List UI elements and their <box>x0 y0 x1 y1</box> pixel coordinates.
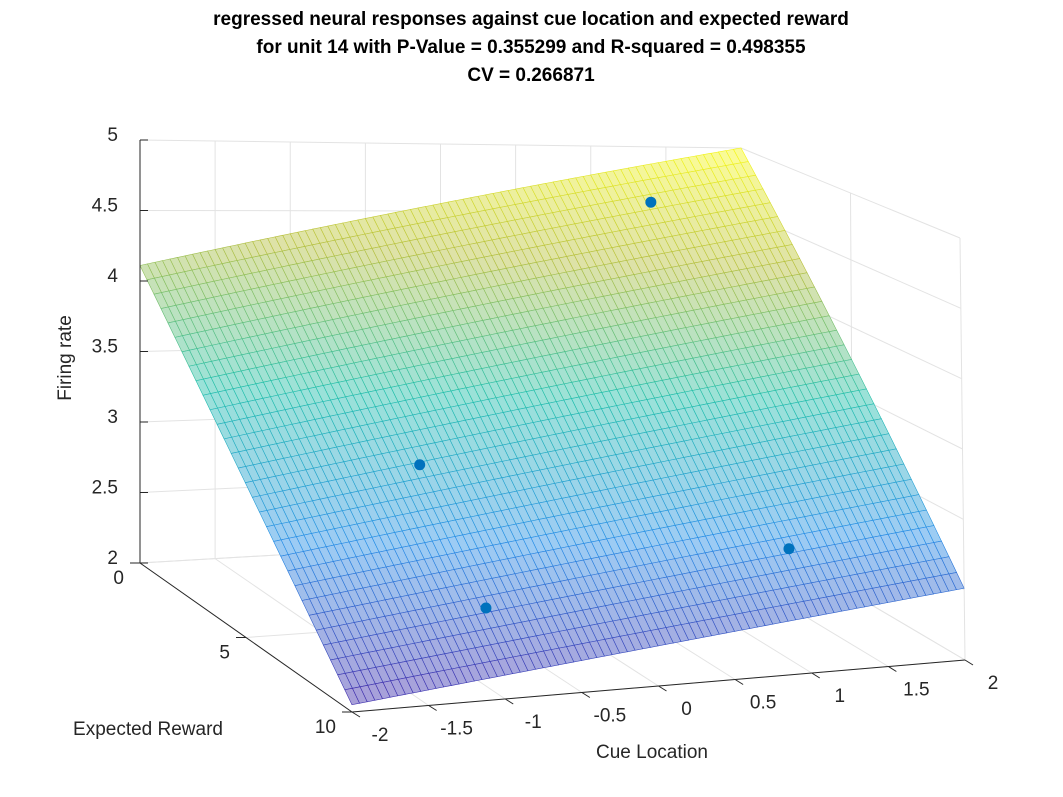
points-layer <box>414 196 795 614</box>
z-tick-label: 3 <box>107 407 118 428</box>
grid-line <box>740 147 961 239</box>
x-tick-label: 1.5 <box>903 680 929 701</box>
x-tick-label: 0.5 <box>750 693 776 714</box>
y-tick-label: 5 <box>219 643 230 664</box>
x-tick-mark <box>428 705 437 711</box>
x-tick-mark <box>964 659 974 666</box>
data-point <box>414 459 426 471</box>
z-tick-label: 4.5 <box>92 196 118 217</box>
x-axis-label: Cue Location <box>596 742 708 763</box>
x-tick-label: -0.5 <box>594 706 627 727</box>
x-tick-label: -1 <box>525 712 542 733</box>
x-tick-mark <box>888 666 897 672</box>
x-tick-mark <box>504 698 514 705</box>
surface-cell <box>948 572 965 591</box>
z-tick-label: 2 <box>107 548 118 569</box>
chart-title: for unit 14 with P-Value = 0.355299 and … <box>256 37 806 58</box>
x-tick-mark <box>811 672 821 679</box>
data-point <box>645 196 657 208</box>
z-tick-label: 3.5 <box>92 337 118 358</box>
x-tick-label: 0 <box>681 699 692 720</box>
x-tick-mark <box>658 685 667 692</box>
data-point <box>480 602 492 614</box>
x-tick-mark <box>734 679 744 685</box>
x-tick-mark <box>351 711 361 718</box>
x-tick-mark <box>581 692 591 698</box>
z-tick-label: 2.5 <box>92 478 118 499</box>
x-tick-label: -2 <box>372 725 389 746</box>
x-tick-label: -1.5 <box>440 719 473 740</box>
z-tick-label: 5 <box>107 125 118 146</box>
data-point <box>783 543 795 555</box>
chart-title: regressed neural responses against cue l… <box>213 9 849 30</box>
x-tick-label: 2 <box>988 673 999 694</box>
y-tick-label: 10 <box>315 717 336 738</box>
surface-layer <box>139 147 965 706</box>
y-tick-label: 0 <box>113 568 124 589</box>
chart-title: CV = 0.266871 <box>467 65 595 86</box>
x-tick-label: 1 <box>834 686 845 707</box>
z-tick-label: 4 <box>107 266 118 287</box>
grid-line <box>139 139 742 149</box>
y-axis-label: Expected Reward <box>73 719 223 740</box>
z-axis-label: Firing rate <box>55 315 76 401</box>
